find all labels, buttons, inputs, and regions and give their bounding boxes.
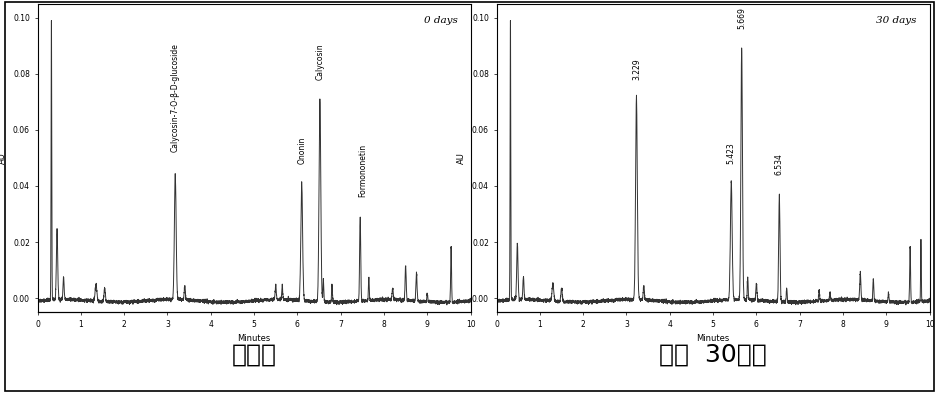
Text: Formononetin: Formononetin [358,144,367,197]
X-axis label: Minutes: Minutes [697,334,730,343]
Text: Calycosin: Calycosin [316,43,324,79]
Text: 5.669: 5.669 [737,7,747,29]
Text: 배양전: 배양전 [232,342,277,366]
X-axis label: Minutes: Minutes [238,334,270,343]
Text: 6.534: 6.534 [775,153,784,175]
Text: 3.229: 3.229 [632,58,641,79]
Text: Calycosin-7-O-β-D-glucoside: Calycosin-7-O-β-D-glucoside [171,44,179,152]
Text: 5.423: 5.423 [727,142,736,163]
Text: 30 days: 30 days [876,16,916,25]
Y-axis label: AU: AU [457,152,467,164]
Y-axis label: AU: AU [0,152,8,164]
Text: 배양  30일차: 배양 30일차 [659,342,767,366]
Text: Ononin: Ononin [298,136,306,163]
Text: 0 days: 0 days [423,16,457,25]
